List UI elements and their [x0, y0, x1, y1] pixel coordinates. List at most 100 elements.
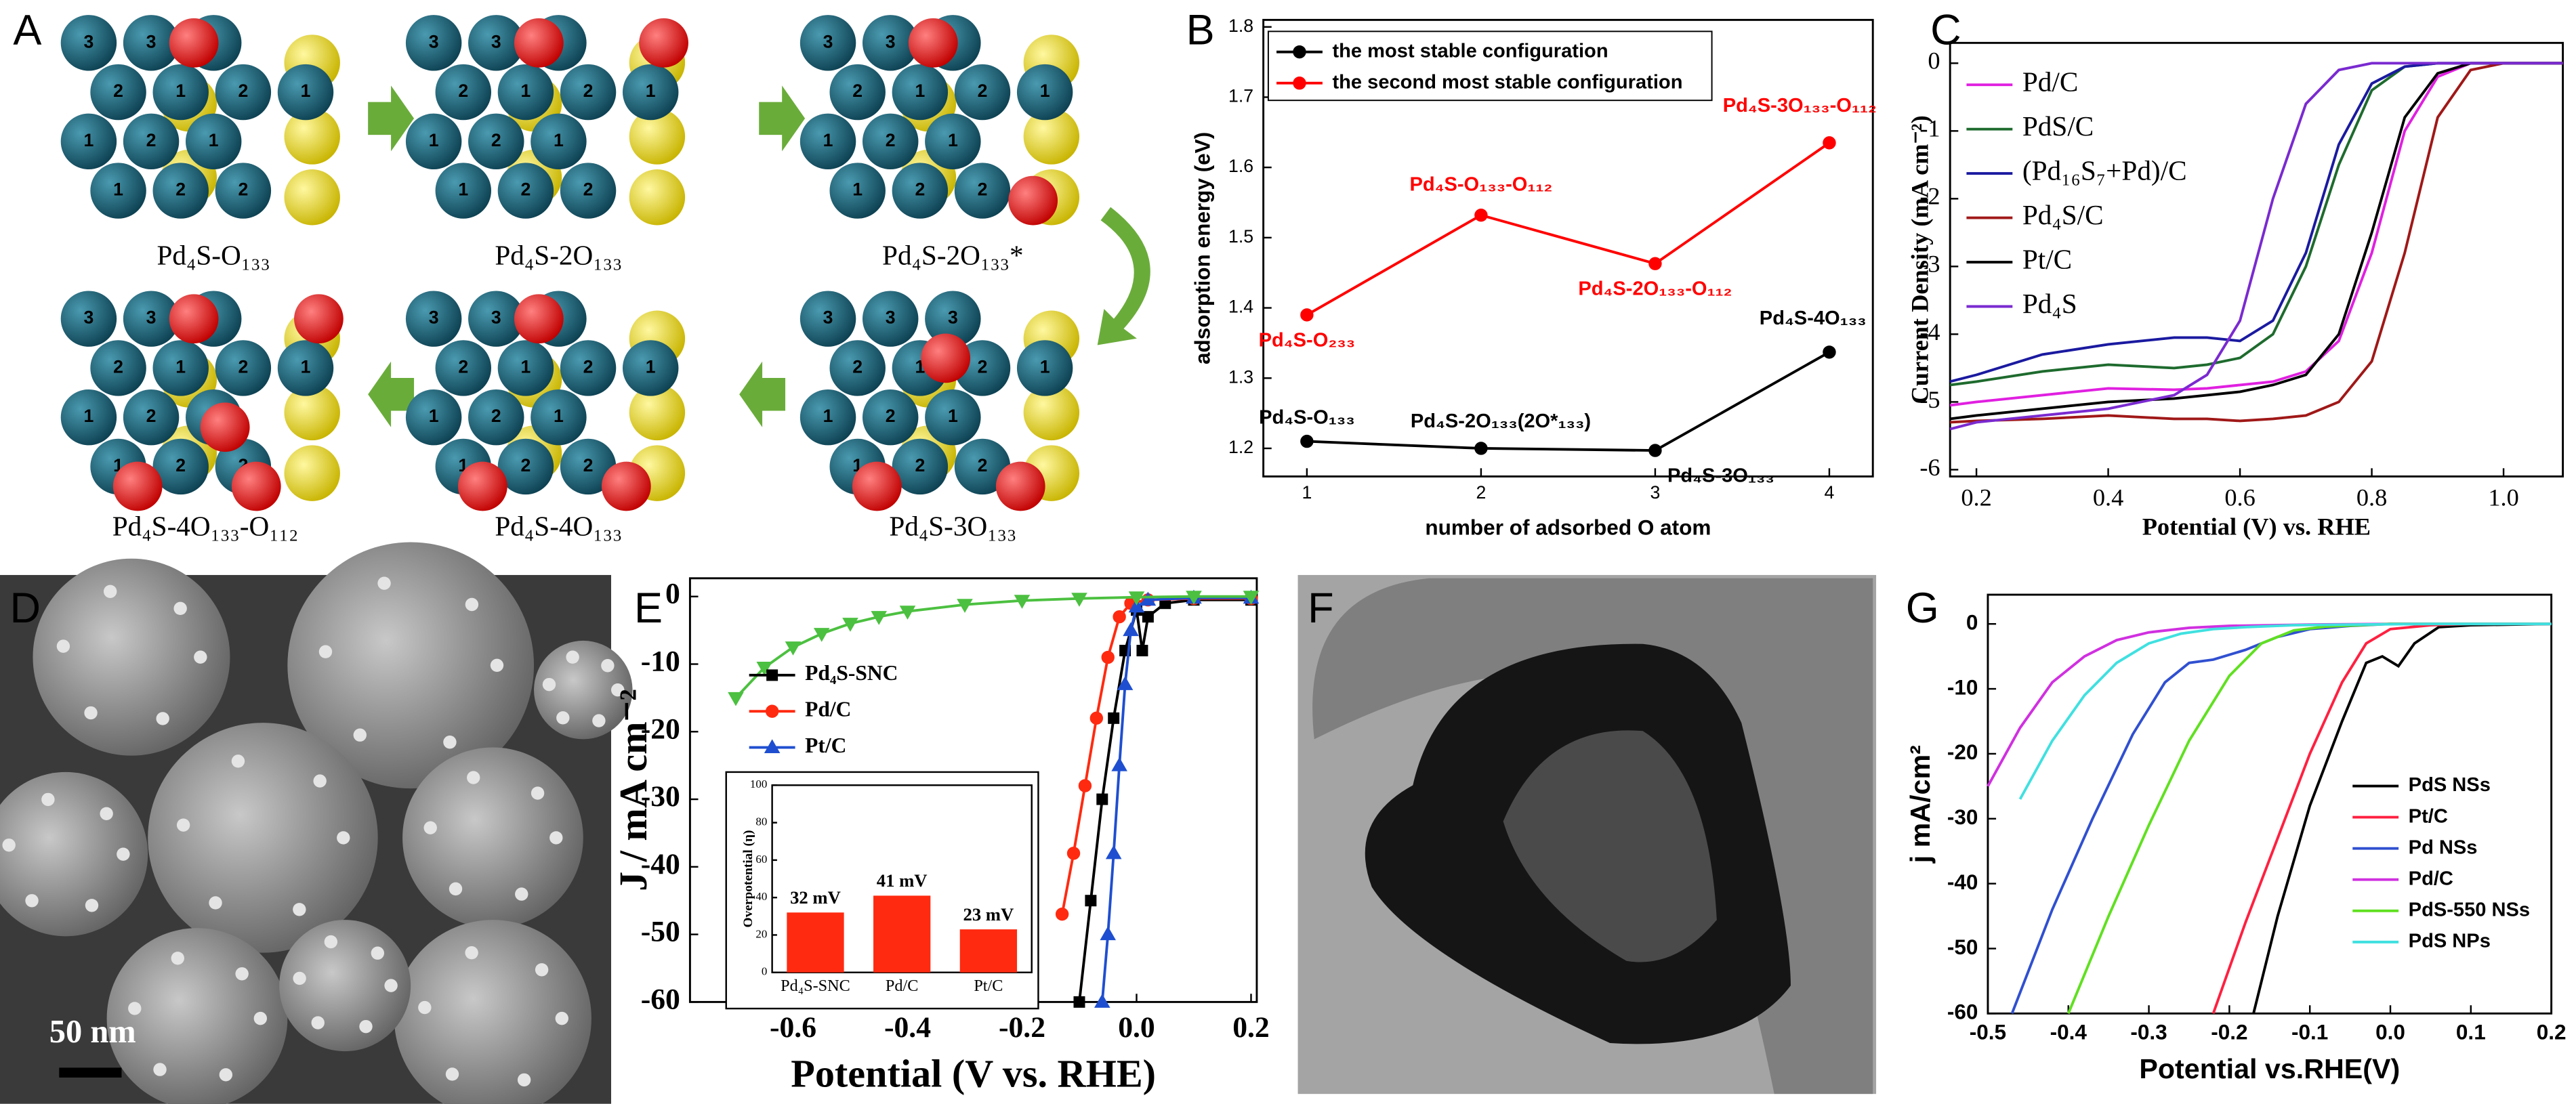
- structure-label: Pd₄S-2O₁₃₃*: [882, 239, 1024, 270]
- y-tick-label: -60: [1947, 1000, 1978, 1024]
- legend-label: Pd₄S-SNC: [805, 661, 898, 685]
- marker: [1823, 345, 1836, 359]
- marker: [1474, 208, 1488, 222]
- y-tick-label: -40: [1947, 870, 1978, 894]
- marker: [1066, 847, 1081, 860]
- y-tick-label: 0: [762, 965, 767, 978]
- atom-number: 2: [458, 356, 468, 377]
- atom-number: 2: [978, 81, 988, 101]
- sem-nanoparticle: [171, 952, 184, 965]
- series-line: [1950, 62, 2563, 424]
- pd-atom: [560, 163, 617, 219]
- legend-frame: [1267, 30, 1713, 102]
- marker: [1089, 711, 1104, 725]
- y-tick-label: -3: [1919, 251, 1940, 278]
- pd-atom: [405, 291, 462, 347]
- pd-atom: [925, 389, 981, 446]
- atom-number: 1: [301, 81, 311, 101]
- atom-number: 3: [823, 31, 833, 51]
- pd-atom: [215, 340, 272, 396]
- sem-nanoparticle: [173, 601, 187, 616]
- atom-number: 3: [491, 31, 501, 51]
- y-tick-label: -10: [1947, 675, 1978, 699]
- marker: [756, 662, 773, 676]
- sem-nanoparticle: [231, 755, 245, 768]
- atom-number: 2: [238, 356, 248, 377]
- point-label: Pd₄S-4O₁₃₃: [1760, 307, 1867, 329]
- atom-number: 1: [84, 130, 94, 150]
- bar: [873, 895, 931, 973]
- pd-atom: [560, 340, 617, 396]
- legend-label: (Pd₁₆S₇+Pd)/C: [2022, 155, 2187, 187]
- pd-atom: [90, 64, 146, 121]
- y-tick-label: -6: [1919, 454, 1940, 481]
- line-chart: 1 2 3 4 1.2 1.3 1.4 1.5 1.6 1.7 1.8 number of adsor…: [1190, 16, 1877, 540]
- marker: [1078, 779, 1092, 792]
- y-axis-label: j mA/cm²: [1905, 745, 1936, 864]
- atom-number: 1: [521, 81, 531, 101]
- marker: [871, 611, 888, 625]
- atom-number: 1: [458, 179, 468, 200]
- point-label: Pd₄S-2O₁₃₃(2O*₁₃₃): [1411, 410, 1591, 432]
- oxygen-atom: [169, 18, 219, 68]
- marker: [1293, 77, 1306, 90]
- marker: [1128, 591, 1145, 606]
- oxygen-atom: [921, 333, 971, 383]
- atom-number: 2: [978, 179, 988, 200]
- marker: [1474, 442, 1488, 455]
- pd-atom: [862, 15, 919, 71]
- pd-atom: [152, 163, 209, 219]
- marker: [1823, 136, 1836, 150]
- pd-atom: [954, 64, 1011, 121]
- pd-atom: [152, 438, 209, 495]
- sem-nanoparticle: [445, 1067, 459, 1081]
- marker: [1111, 757, 1127, 771]
- marker: [1108, 712, 1120, 724]
- sulfur-atom: [629, 108, 686, 165]
- y-tick-label: 1.2: [1228, 437, 1253, 457]
- pd-atom: [123, 113, 180, 170]
- x-tick-label: 0.1: [2456, 1020, 2486, 1044]
- tem-image: [1297, 574, 1877, 1095]
- marker: [1142, 611, 1154, 623]
- x-tick-label: 0.2: [1232, 1011, 1270, 1044]
- sem-nanoparticle: [359, 1019, 373, 1034]
- y-tick-label: -1: [1919, 115, 1940, 142]
- atom-number: 1: [1040, 356, 1050, 377]
- pd-atom: [892, 163, 949, 219]
- sem-nanoparticle: [556, 711, 570, 725]
- atom-number: 2: [915, 179, 925, 200]
- value-label: 32 mV: [790, 887, 841, 908]
- pd-atom: [892, 64, 949, 121]
- x-tick-label: -0.1: [2291, 1020, 2328, 1044]
- x-tick-label: 4: [1825, 482, 1835, 503]
- marker: [1123, 622, 1139, 637]
- pd-atom: [622, 64, 679, 121]
- pd-atom: [1016, 64, 1073, 121]
- sem-nanoparticle: [318, 645, 333, 658]
- y-tick-label: 1.3: [1228, 366, 1253, 387]
- pd-atom: [531, 389, 587, 446]
- pd-atom: [497, 64, 554, 121]
- y-tick-label: 1.7: [1228, 86, 1253, 106]
- series-line: [2211, 622, 2552, 1015]
- legend-label: the second most stable configuration: [1332, 71, 1682, 93]
- legend-label: PdS/C: [2022, 110, 2094, 142]
- y-tick-label: 40: [755, 890, 767, 903]
- atom-number: 1: [84, 406, 94, 426]
- sulfur-atom: [284, 384, 340, 441]
- sem-nanoparticle: [353, 728, 367, 742]
- atom-number: 2: [491, 406, 501, 426]
- sem-nanoparticle: [293, 903, 306, 916]
- sem-nanoparticle: [418, 1000, 432, 1015]
- sem-nanoparticle: [41, 792, 55, 807]
- x-tick-label: -0.4: [884, 1011, 931, 1044]
- sem-nanoparticle: [467, 771, 480, 784]
- pd-atom: [405, 15, 462, 71]
- sem-nanoparticle: [156, 712, 169, 725]
- x-axis-label: Potential vs.RHE(V): [2139, 1053, 2400, 1084]
- x-tick-label: -0.3: [2130, 1020, 2167, 1044]
- sem-nanoparticle: [371, 946, 385, 960]
- pd-atom: [497, 163, 554, 219]
